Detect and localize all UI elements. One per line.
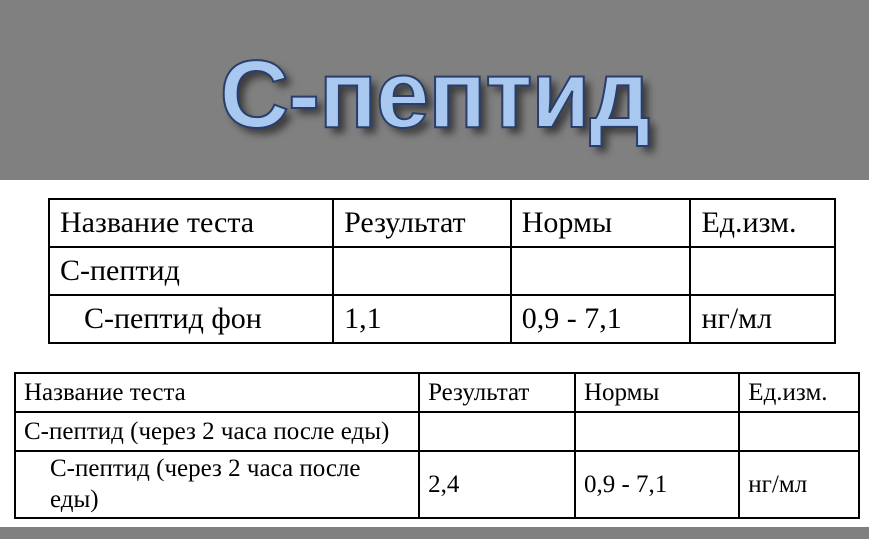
- cell-norms: [575, 412, 739, 451]
- cell-norms: [511, 247, 691, 295]
- cell-result: 1,1: [333, 295, 511, 343]
- cell-name: С-пептид (через 2 часа после еды): [15, 451, 419, 518]
- table-row: С-пептид: [49, 247, 835, 295]
- cell-name: С-пептид: [49, 247, 333, 295]
- table-row: С-пептид фон 1,1 0,9 - 7,1 нг/мл: [49, 295, 835, 343]
- cell-units: [690, 247, 835, 295]
- cell-units: нг/мл: [739, 451, 859, 518]
- cell-name: С-пептид фон: [49, 295, 333, 343]
- page-title: С-пептид: [220, 47, 650, 143]
- table-row: Название теста Результат Нормы Ед.изм.: [15, 373, 859, 412]
- cell-result: [419, 412, 575, 451]
- th-result: Результат: [419, 373, 575, 412]
- cell-norms: 0,9 - 7,1: [575, 451, 739, 518]
- cell-name: С-пептид (через 2 часа после еды): [15, 412, 419, 451]
- cell-result: 2,4: [419, 451, 575, 518]
- cell-units: [739, 412, 859, 451]
- th-norms: Нормы: [575, 373, 739, 412]
- th-units: Ед.изм.: [739, 373, 859, 412]
- table-row: Название теста Результат Нормы Ед.изм.: [49, 199, 835, 247]
- th-result: Результат: [333, 199, 511, 247]
- cell-units: нг/мл: [690, 295, 835, 343]
- th-norms: Нормы: [511, 199, 691, 247]
- table-row: С-пептид (через 2 часа после еды): [15, 412, 859, 451]
- tables-area: Название теста Результат Нормы Ед.изм. С…: [0, 180, 869, 519]
- header-band: С-пептид: [0, 0, 869, 180]
- table-1: Название теста Результат Нормы Ед.изм. С…: [48, 198, 836, 344]
- th-name: Название теста: [49, 199, 333, 247]
- cell-result: [333, 247, 511, 295]
- th-name: Название теста: [15, 373, 419, 412]
- th-units: Ед.изм.: [690, 199, 835, 247]
- footer-band: [0, 527, 869, 539]
- table-2: Название теста Результат Нормы Ед.изм. С…: [14, 372, 860, 519]
- table-row: С-пептид (через 2 часа после еды) 2,4 0,…: [15, 451, 859, 518]
- cell-norms: 0,9 - 7,1: [511, 295, 691, 343]
